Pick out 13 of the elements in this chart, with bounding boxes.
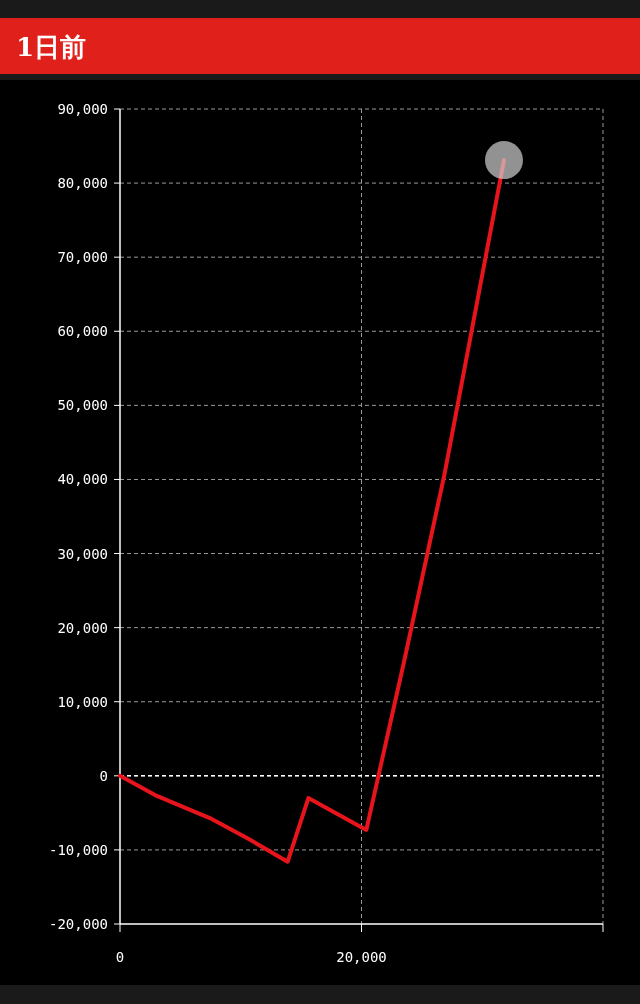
y-tick-label: 10,000: [57, 693, 108, 710]
title: 1日前: [16, 32, 87, 62]
y-tick-label: 20,000: [57, 619, 108, 636]
y-tick-label: 90,000: [57, 101, 108, 117]
y-tick-label: 0: [99, 767, 108, 784]
y-tick-label: 60,000: [57, 323, 108, 340]
y-tick-label: 30,000: [57, 545, 108, 562]
y-tick-label: -10,000: [48, 841, 108, 858]
y-tick-label: 40,000: [57, 471, 108, 488]
y-tick-label: 70,000: [57, 249, 108, 266]
y-tick-label: 50,000: [57, 397, 108, 414]
y-tick-label: -20,000: [48, 916, 108, 932]
y-tick-label: 80,000: [57, 175, 108, 192]
